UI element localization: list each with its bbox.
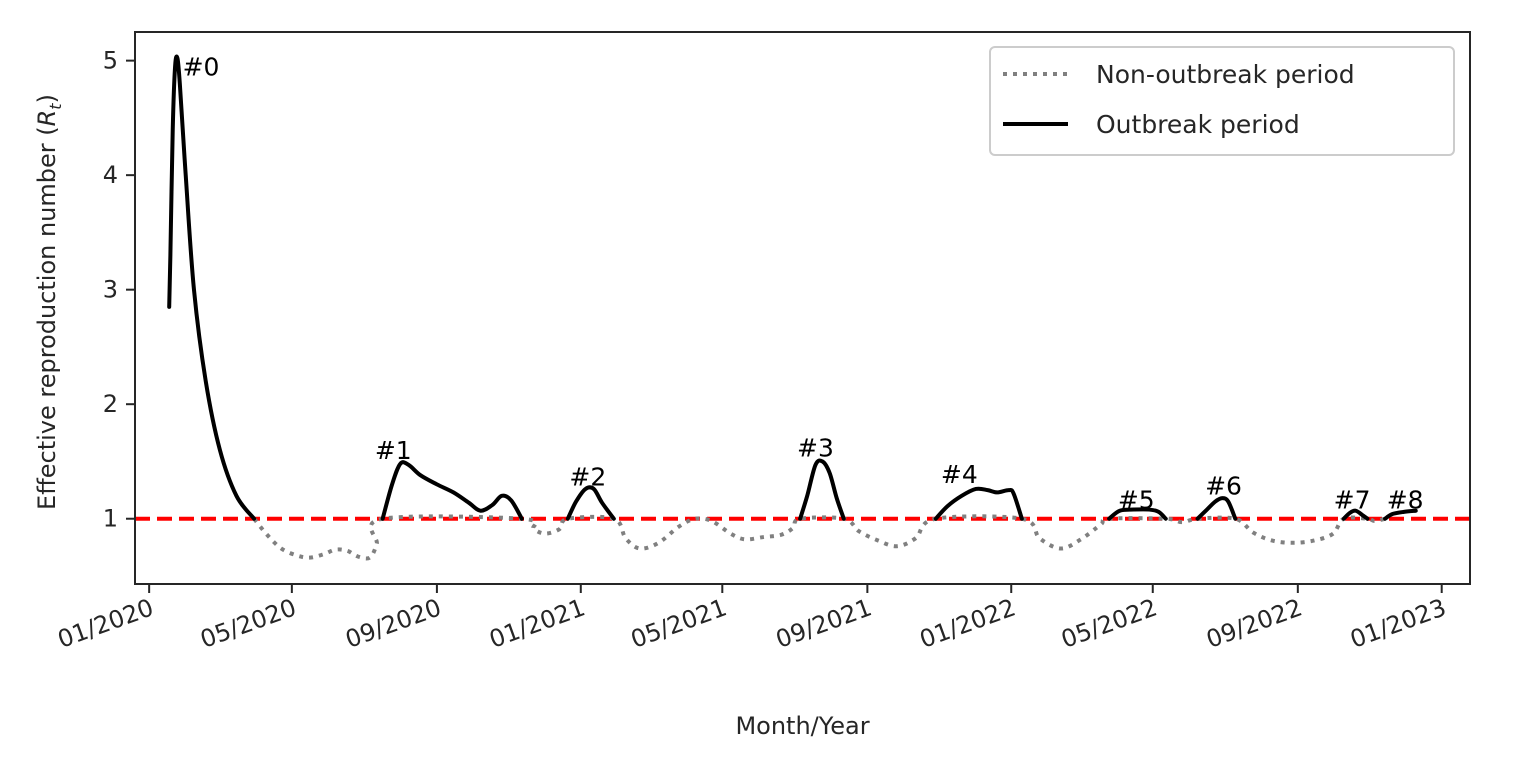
outbreak-line-5 <box>1107 507 1168 521</box>
x-axis-title: Month/Year <box>735 712 869 740</box>
y-tick-label: 4 <box>103 161 118 189</box>
x-tick-label: 05/2020 <box>197 593 300 653</box>
y-tick-label: 3 <box>103 276 118 304</box>
outbreak-annotation: #7 <box>1334 485 1371 514</box>
y-axis-title: Effective reproduction number (Rt) <box>33 94 65 510</box>
outbreak-annotation: #5 <box>1118 485 1155 514</box>
legend: Non-outbreak period Outbreak period <box>989 46 1455 156</box>
series-layer <box>167 54 1418 561</box>
outbreak-line-7 <box>1341 508 1370 521</box>
x-tick-label: 01/2022 <box>916 593 1019 653</box>
outbreak-line-6 <box>1195 496 1238 521</box>
outbreak-annotation: #0 <box>183 52 220 81</box>
outbreak-line-0 <box>167 54 257 521</box>
y-tick-label: 5 <box>103 47 118 75</box>
annotation-layer: #0 #1 #2 #3 #4 #5 #6 #7 #8 <box>183 52 1424 514</box>
plot-frame <box>134 31 1471 585</box>
outbreak-annotation: #1 <box>375 436 412 465</box>
outbreak-annotation: #4 <box>941 460 978 489</box>
x-tick-label: 09/2021 <box>772 593 875 653</box>
x-tick-label: 01/2020 <box>54 593 157 653</box>
outbreak-line-4 <box>933 486 1024 521</box>
x-tick-label: 01/2023 <box>1346 593 1449 653</box>
outbreak-annotation: #8 <box>1387 485 1424 514</box>
y-tick-label: 1 <box>103 505 118 533</box>
x-tick-label: 01/2021 <box>486 593 589 653</box>
x-axis: 01/2020 05/2020 09/2020 01/2021 05/2021 09/20… <box>54 584 1450 654</box>
outbreak-line-2 <box>565 485 616 521</box>
outbreak-annotation: #3 <box>797 434 834 463</box>
x-tick-label: 05/2022 <box>1058 593 1161 653</box>
outbreak-annotation: #6 <box>1205 472 1242 501</box>
y-tick-label: 2 <box>103 390 118 418</box>
non-outbreak-line <box>252 514 1386 561</box>
legend-box <box>989 46 1455 156</box>
x-tick-label: 05/2021 <box>627 593 730 653</box>
x-tick-label: 09/2022 <box>1203 593 1306 653</box>
outbreak-line-1 <box>380 460 524 521</box>
x-tick-label: 09/2020 <box>342 593 445 653</box>
outbreak-annotation: #2 <box>569 462 606 491</box>
legend-label-outbreak: Outbreak period <box>1096 110 1300 139</box>
outbreak-line-8 <box>1383 508 1418 521</box>
outbreak-line-3 <box>798 458 846 521</box>
y-axis: 1 2 3 4 5 <box>103 47 135 533</box>
legend-label-non-outbreak: Non-outbreak period <box>1096 60 1355 89</box>
